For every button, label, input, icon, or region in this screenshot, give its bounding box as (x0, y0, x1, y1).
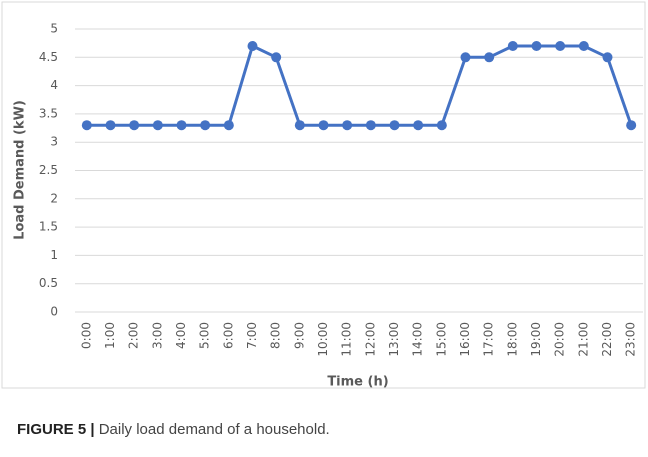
marker (365, 120, 376, 131)
marker (271, 52, 282, 63)
x-tick-label: 21:00 (576, 322, 590, 357)
x-tick-label: 12:00 (363, 322, 377, 357)
x-tick-label: 16:00 (458, 322, 472, 357)
x-tick-label: 17:00 (482, 322, 496, 357)
marker (626, 120, 637, 131)
x-tick-label: 3:00 (150, 322, 164, 349)
y-tick-label: 4 (50, 78, 58, 92)
marker (578, 40, 589, 51)
marker (436, 120, 447, 131)
x-tick-label: 1:00 (103, 322, 117, 349)
caption-text: Daily load demand of a household. (98, 421, 330, 438)
y-tick-label: 1 (50, 248, 58, 262)
marker (413, 120, 424, 131)
marker (294, 120, 305, 131)
x-tick-label: 15:00 (434, 322, 448, 357)
marker (484, 52, 495, 63)
x-tick-label: 18:00 (505, 322, 519, 357)
marker (531, 40, 542, 51)
x-tick-label: 14:00 (411, 322, 425, 357)
chart-border (1, 1, 646, 389)
marker (460, 52, 471, 63)
x-tick-label: 20:00 (553, 322, 567, 357)
x-tick-label: 7:00 (245, 322, 259, 349)
x-tick-label: 0:00 (79, 322, 93, 349)
marker (389, 120, 400, 131)
marker (105, 120, 116, 131)
y-tick-label: 4.5 (39, 50, 58, 64)
marker (555, 40, 566, 51)
y-tick-label: 0.5 (39, 276, 58, 290)
y-tick-label: 1.5 (39, 220, 58, 234)
caption: FIGURE 5 | Daily load demand of a househ… (17, 421, 330, 438)
y-tick-label: 0 (50, 305, 58, 319)
x-tick-label: 4:00 (174, 322, 188, 349)
marker (318, 120, 329, 131)
x-tick-label: 6:00 (221, 322, 235, 349)
x-tick-label: 22:00 (600, 322, 614, 357)
x-tick-label: 2:00 (127, 322, 141, 349)
x-tick-label: 8:00 (269, 322, 283, 349)
marker (81, 120, 92, 131)
x-tick-label: 5:00 (198, 322, 212, 349)
y-tick-label: 5 (50, 22, 58, 36)
y-tick-label: 2 (50, 191, 58, 205)
x-tick-label: 9:00 (292, 322, 306, 349)
chart: Load Demand (kW) Time (h) 0 0.5 1 1.5 2 2.5 3 3… (1, 1, 646, 390)
marker (129, 120, 140, 131)
marker (247, 40, 258, 51)
y-tick-label: 3 (50, 135, 58, 149)
x-tick-label: 13:00 (387, 322, 401, 357)
x-tick-label: 23:00 (624, 322, 638, 357)
y-tick-label: 2.5 (39, 163, 58, 177)
marker (223, 120, 234, 131)
caption-label: FIGURE 5 | (17, 421, 95, 438)
x-tick-label: 19:00 (529, 322, 543, 357)
x-tick-label: 10:00 (316, 322, 330, 357)
marker (342, 120, 353, 131)
marker (152, 120, 163, 131)
x-axis-title: Time (h) (327, 375, 388, 390)
marker (602, 52, 613, 63)
marker (507, 40, 518, 51)
y-tick-label: 3.5 (39, 106, 58, 120)
marker (200, 120, 211, 131)
y-axis-title: Load Demand (kW) (13, 100, 28, 240)
marker (176, 120, 187, 131)
x-tick-label: 11:00 (340, 322, 354, 357)
